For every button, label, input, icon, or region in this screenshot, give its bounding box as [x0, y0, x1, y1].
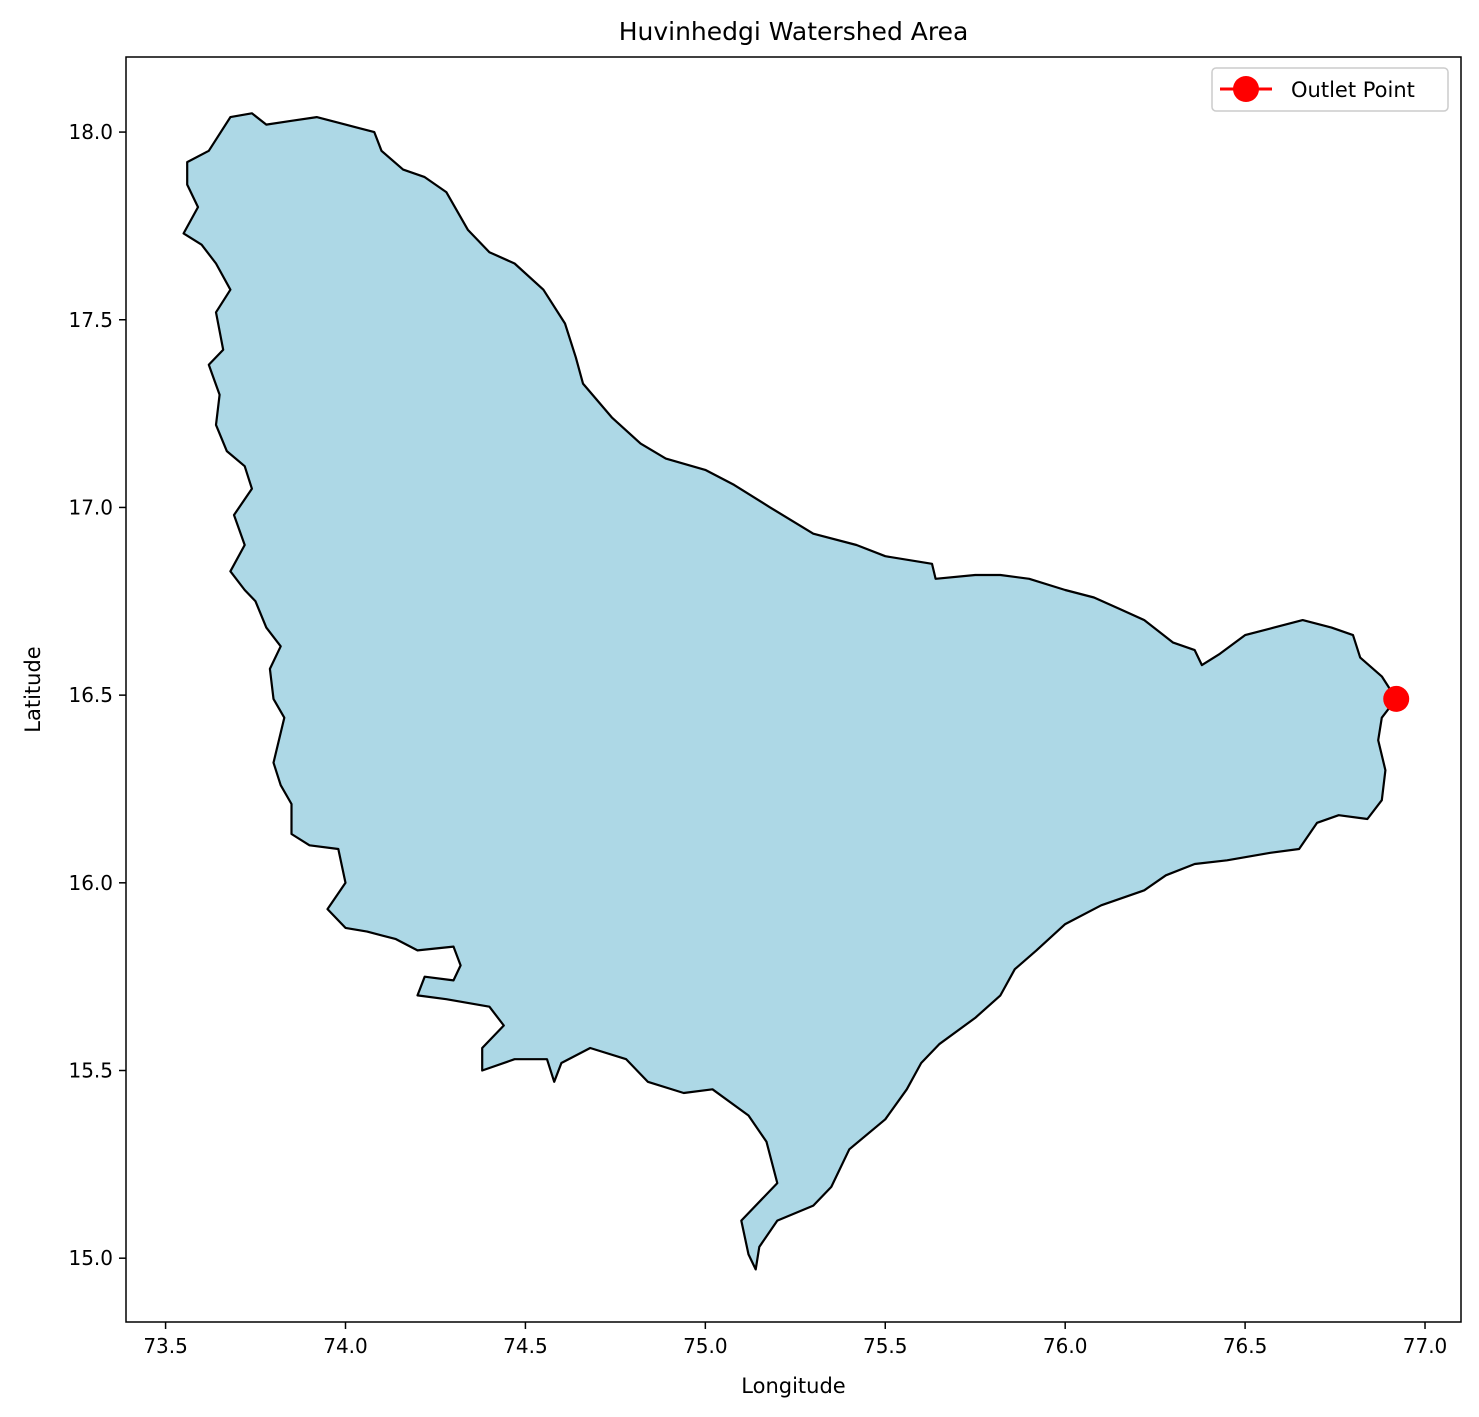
- legend-label-outlet-point: Outlet Point: [1291, 78, 1415, 102]
- chart-title: Huvinhedgi Watershed Area: [619, 17, 969, 46]
- outlet-point-marker: [1383, 685, 1410, 712]
- watershed-polygon: [182, 112, 1398, 1271]
- y-tick-label: 15.5: [68, 1059, 113, 1083]
- x-tick-label: 73.5: [143, 1334, 188, 1358]
- legend: Outlet Point: [1211, 67, 1449, 112]
- x-tick-label: 74.0: [323, 1334, 368, 1358]
- x-tick-label: 77.0: [1403, 1334, 1448, 1358]
- x-tick-label: 76.5: [1223, 1334, 1268, 1358]
- x-tick-label: 75.5: [863, 1334, 908, 1358]
- axes-frame: [125, 56, 1462, 1323]
- y-tick-label: 17.0: [68, 495, 113, 519]
- y-axis-label: Latitude: [21, 646, 45, 732]
- x-tick-label: 76.0: [1043, 1334, 1088, 1358]
- y-tick-label: 16.5: [68, 683, 113, 707]
- y-tick-label: 18.0: [68, 120, 113, 144]
- plot-area: [182, 112, 1410, 1271]
- x-tick-label: 74.5: [503, 1334, 548, 1358]
- legend-marker-dot: [1233, 76, 1259, 102]
- y-tick-label: 15.0: [68, 1246, 113, 1270]
- x-tick-label: 75.0: [683, 1334, 728, 1358]
- y-tick-label: 17.5: [68, 308, 113, 332]
- x-axis-label: Longitude: [741, 1374, 845, 1398]
- y-tick-label: 16.0: [68, 871, 113, 895]
- legend-box: [1211, 67, 1449, 112]
- axes-ticks: 73.5 74.0 74.5 75.0 75.5 76.0 76.5 77.0 15.0 15.5…: [68, 120, 1447, 1358]
